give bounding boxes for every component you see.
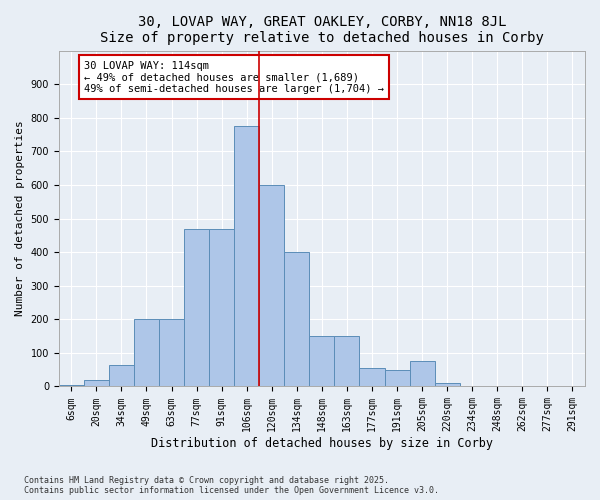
Bar [109, 364, 134, 386]
X-axis label: Distribution of detached houses by size in Corby: Distribution of detached houses by size … [151, 437, 493, 450]
Bar [234, 126, 259, 386]
Bar [334, 336, 359, 386]
Text: Contains HM Land Registry data © Crown copyright and database right 2025.
Contai: Contains HM Land Registry data © Crown c… [24, 476, 439, 495]
Bar [184, 228, 209, 386]
Bar [410, 362, 434, 386]
Bar [359, 368, 385, 386]
Bar [59, 385, 84, 386]
Bar [284, 252, 310, 386]
Bar [209, 228, 234, 386]
Bar [385, 370, 410, 386]
Bar [84, 380, 109, 386]
Text: 30 LOVAP WAY: 114sqm
← 49% of detached houses are smaller (1,689)
49% of semi-de: 30 LOVAP WAY: 114sqm ← 49% of detached h… [84, 60, 384, 94]
Bar [310, 336, 334, 386]
Title: 30, LOVAP WAY, GREAT OAKLEY, CORBY, NN18 8JL
Size of property relative to detach: 30, LOVAP WAY, GREAT OAKLEY, CORBY, NN18… [100, 15, 544, 45]
Bar [259, 185, 284, 386]
Y-axis label: Number of detached properties: Number of detached properties [15, 120, 25, 316]
Bar [134, 320, 159, 386]
Bar [434, 383, 460, 386]
Bar [159, 320, 184, 386]
